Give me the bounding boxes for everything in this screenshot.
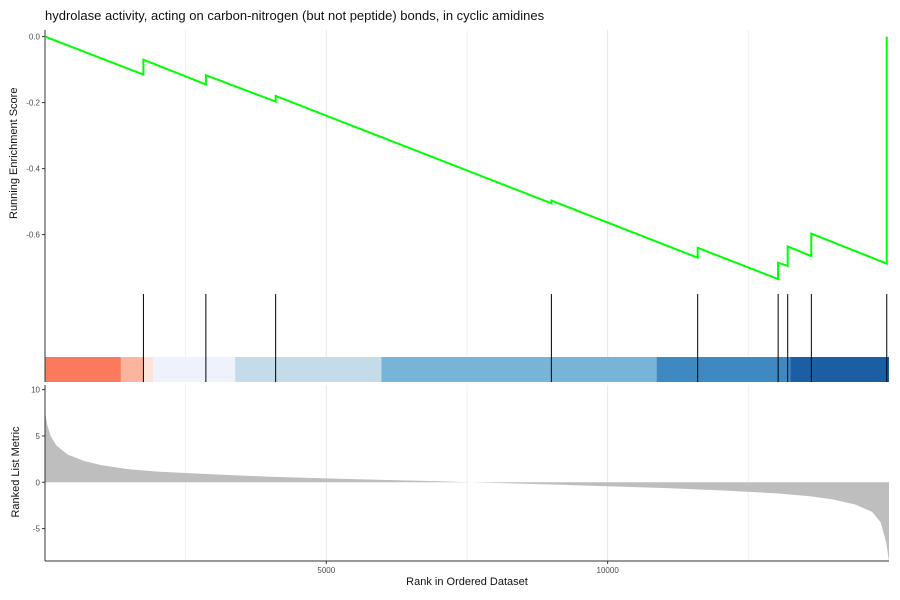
x-axis-label: Rank in Ordered Dataset xyxy=(406,576,528,588)
enrichment-y-tick-label: 0.0 xyxy=(29,33,41,42)
heatmap-band xyxy=(235,357,382,382)
ranked-y-tick-label: -5 xyxy=(33,525,41,534)
x-tick-label: 5000 xyxy=(317,566,335,575)
enrichment-y-axis-label: Running Enrichment Score xyxy=(8,87,20,219)
heatmap-band xyxy=(656,357,791,382)
enrichment-y-tick-label: -0.4 xyxy=(26,165,40,174)
ranked-metric-area xyxy=(45,411,889,561)
enrichment-y-tick-label: -0.6 xyxy=(26,231,40,240)
x-tick-label: 10000 xyxy=(597,566,620,575)
heatmap-band xyxy=(143,357,153,382)
heatmap-band xyxy=(120,357,144,382)
ranked-y-tick-label: 10 xyxy=(31,386,40,395)
ranked-y-tick-label: 0 xyxy=(36,478,41,487)
heatmap-band xyxy=(45,357,121,382)
ranked-y-tick-label: 5 xyxy=(36,432,41,441)
heatmap-band xyxy=(381,357,657,382)
chart-title: hydrolase activity, acting on carbon-nit… xyxy=(45,8,545,23)
enrichment-y-tick-label: -0.2 xyxy=(26,99,40,108)
heatmap-band xyxy=(790,357,889,382)
heatmap-band xyxy=(152,357,236,382)
running-enrichment-line xyxy=(44,35,888,281)
ranked-y-axis-label: Ranked List Metric xyxy=(10,426,22,518)
